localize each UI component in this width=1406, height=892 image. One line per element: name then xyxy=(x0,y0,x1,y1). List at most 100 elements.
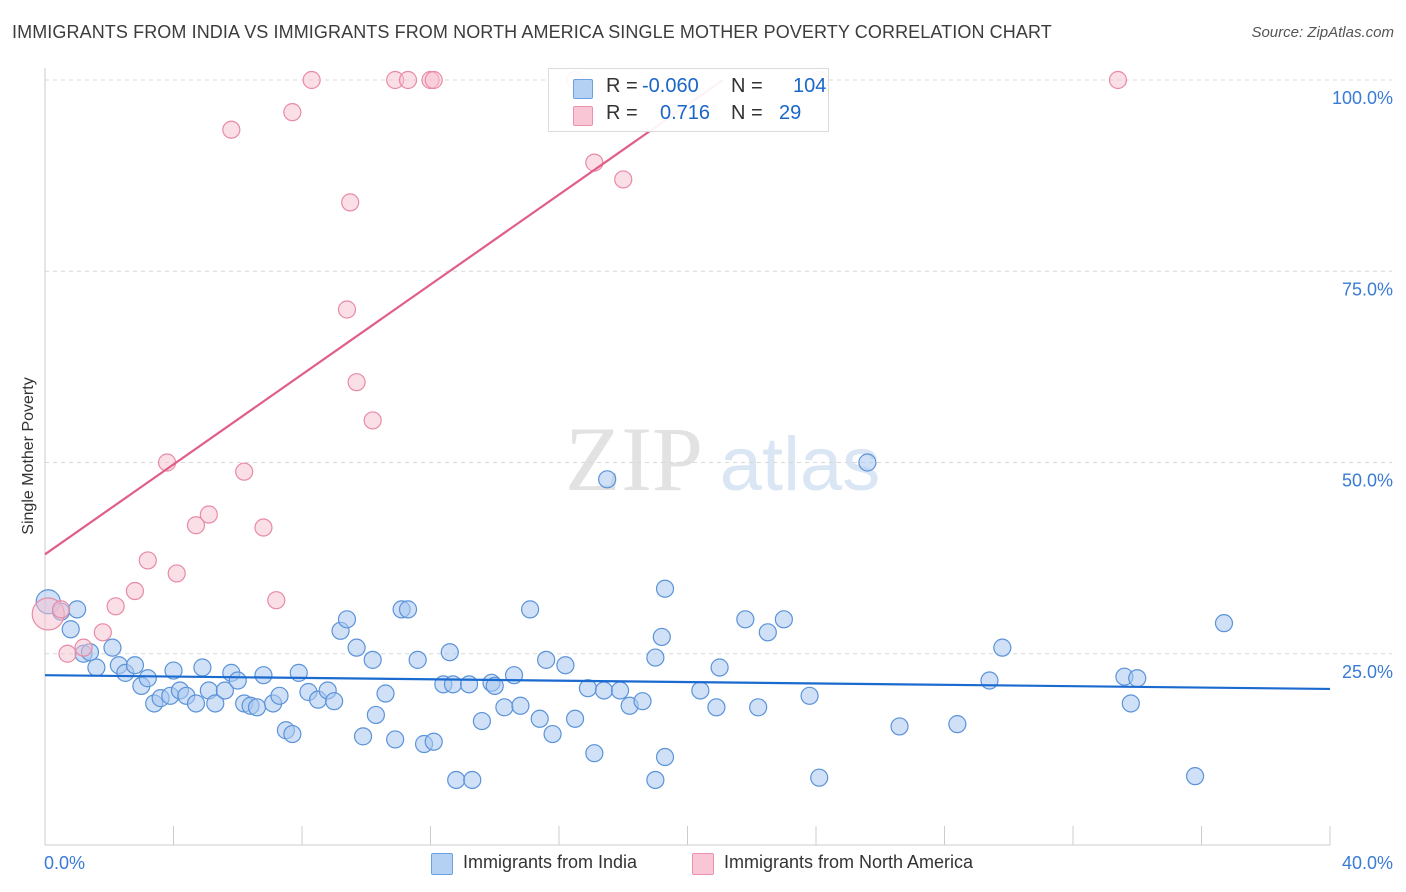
north-america-points xyxy=(31,70,1128,663)
bottom-legend-swatch-north-america xyxy=(692,853,714,875)
india-point xyxy=(366,705,385,725)
india-point xyxy=(1128,669,1147,688)
india-point xyxy=(858,453,877,472)
india-point xyxy=(376,684,395,703)
legend-r-label-india: R = xyxy=(606,75,638,97)
gridlines xyxy=(45,79,1392,655)
india-point xyxy=(103,638,122,657)
india-point xyxy=(386,730,405,749)
north-america-point xyxy=(138,551,157,570)
india-point xyxy=(1214,614,1234,633)
india-point xyxy=(485,676,504,695)
legend-swatch-india xyxy=(573,79,593,99)
north-america-point xyxy=(125,581,145,601)
india-point xyxy=(993,638,1012,657)
india-point xyxy=(646,648,665,667)
india-point xyxy=(186,694,206,713)
watermark-atlas: atlas xyxy=(720,422,881,507)
india-point xyxy=(655,747,675,767)
india-point xyxy=(710,658,729,677)
india-point xyxy=(543,724,562,744)
india-point xyxy=(749,698,768,717)
north-america-point xyxy=(167,564,186,583)
x-tick-label-max: 40.0% xyxy=(1342,853,1393,873)
source-label: Source: ZipAtlas.com xyxy=(1251,24,1394,41)
y-axis-label: Single Mother Poverty xyxy=(20,377,37,534)
india-point xyxy=(61,620,80,639)
india-point xyxy=(247,698,267,717)
india-point xyxy=(578,679,598,698)
north-america-point xyxy=(614,170,633,189)
india-point xyxy=(537,650,556,669)
india-point xyxy=(565,709,585,728)
legend-n-label-india: N = xyxy=(731,75,763,97)
north-america-point xyxy=(398,70,418,90)
india-point xyxy=(585,744,604,763)
india-point xyxy=(594,681,614,700)
india-point xyxy=(556,656,575,675)
india-point xyxy=(736,610,755,629)
y-tick-label: 50.0% xyxy=(1342,471,1393,491)
india-point xyxy=(193,658,212,677)
chart-title: IMMIGRANTS FROM INDIA VS IMMIGRANTS FROM… xyxy=(12,22,1052,42)
north-america-point xyxy=(254,518,273,537)
india-point xyxy=(980,671,999,690)
north-america-point xyxy=(58,644,77,663)
india-point xyxy=(363,650,382,669)
north-america-point xyxy=(51,600,71,619)
india-points xyxy=(35,453,1234,790)
north-america-point xyxy=(585,153,604,172)
y-tick-labels: 25.0% 50.0% 75.0% 100.0% xyxy=(1332,88,1393,682)
india-point xyxy=(646,770,665,790)
india-point xyxy=(325,692,344,711)
legend-n-value-india: 104 xyxy=(793,75,827,97)
india-point xyxy=(215,681,234,700)
india-point xyxy=(447,770,466,790)
india-point xyxy=(610,681,630,700)
north-america-point xyxy=(347,373,366,392)
bottom-legend-label-north-america: Immigrants from North America xyxy=(724,852,974,872)
india-point xyxy=(472,711,491,731)
legend-box: R = -0.060 N = 104 R = 0.716 N = 29 xyxy=(548,68,829,132)
north-america-point xyxy=(1108,70,1128,90)
trend-lines xyxy=(44,79,1331,691)
legend-r-value-india: -0.060 xyxy=(642,75,699,97)
india-point xyxy=(652,627,671,647)
y-tick-label: 75.0% xyxy=(1342,279,1393,299)
india-point xyxy=(495,698,514,717)
north-america-point xyxy=(235,462,254,481)
india-point xyxy=(424,732,443,751)
north-america-point xyxy=(302,70,321,90)
india-point xyxy=(459,675,479,694)
north-america-point xyxy=(341,193,360,212)
india-point xyxy=(655,579,675,598)
north-america-point xyxy=(74,638,93,657)
india-point xyxy=(337,610,357,629)
india-point xyxy=(68,600,87,619)
india-point xyxy=(691,681,710,700)
north-america-point xyxy=(106,597,125,616)
india-point xyxy=(633,692,652,711)
india-point xyxy=(520,600,540,619)
india-point xyxy=(810,768,829,787)
india-point xyxy=(254,666,273,685)
india-point xyxy=(440,643,459,662)
north-america-point xyxy=(363,411,382,430)
legend-n-label-north-america: N = xyxy=(731,102,763,124)
y-tick-label: 25.0% xyxy=(1342,662,1393,682)
watermark-zip: ZIP xyxy=(565,408,703,510)
india-point xyxy=(398,600,418,619)
india-point xyxy=(774,610,793,629)
india-point xyxy=(1121,694,1140,713)
north-america-point xyxy=(267,591,286,610)
bottom-legend-label-india: Immigrants from India xyxy=(463,852,638,872)
north-america-point xyxy=(283,103,302,122)
legend-swatch-north-america xyxy=(573,106,593,126)
india-point xyxy=(948,715,967,734)
india-point xyxy=(125,656,145,675)
north-america-point xyxy=(424,70,443,90)
legend-r-label-north-america: R = xyxy=(606,102,638,124)
north-america-point xyxy=(186,516,206,535)
north-america-point xyxy=(222,120,241,139)
